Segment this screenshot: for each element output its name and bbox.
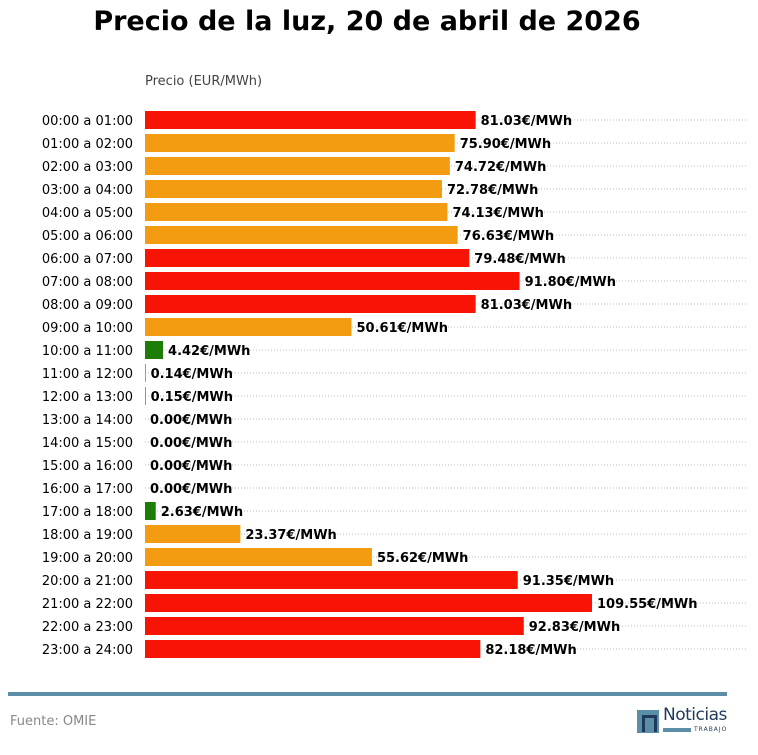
- data-label: 50.61€/MWh: [357, 321, 448, 336]
- tick-label: 12:00 a 13:00: [42, 390, 133, 405]
- bar-chart: 00:00 a 01:00 81.03€/MWh 01:00 a 02:00 75.9…: [42, 111, 748, 658]
- logo-icon: [637, 710, 659, 733]
- data-label: 91.35€/MWh: [523, 574, 614, 589]
- tick-label: 21:00 a 22:00: [42, 597, 133, 612]
- tick-label: 05:00 a 06:00: [42, 229, 133, 244]
- data-label: 2.63€/MWh: [161, 505, 243, 520]
- data-label: 81.03€/MWh: [481, 298, 572, 313]
- data-label: 76.63€/MWh: [463, 229, 554, 244]
- data-label: 82.18€/MWh: [485, 643, 576, 658]
- tick-label: 09:00 a 10:00: [42, 321, 133, 336]
- tick-label: 03:00 a 04:00: [42, 183, 133, 198]
- bar: [145, 617, 524, 635]
- tick-label: 00:00 a 01:00: [42, 114, 133, 129]
- bar: [145, 226, 458, 244]
- tick-label: 04:00 a 05:00: [42, 206, 133, 221]
- bar: [145, 387, 146, 405]
- data-label: 91.80€/MWh: [525, 275, 616, 290]
- bar: [145, 157, 450, 175]
- data-label: 23.37€/MWh: [245, 528, 336, 543]
- bar: [145, 295, 476, 313]
- bar: [145, 502, 156, 520]
- data-label: 0.14€/MWh: [151, 367, 233, 382]
- bar: [145, 640, 481, 658]
- data-label: 109.55€/MWh: [597, 597, 698, 612]
- bar: [145, 134, 455, 152]
- logo-text: Noticias: [663, 705, 727, 725]
- tick-label: 23:00 a 24:00: [42, 643, 133, 658]
- bar: [145, 318, 352, 336]
- tick-label: 08:00 a 09:00: [42, 298, 133, 313]
- logo-bar: [663, 728, 691, 732]
- tick-label: 14:00 a 15:00: [42, 436, 133, 451]
- source-text: Fuente: OMIE: [10, 714, 97, 729]
- bar: [145, 341, 164, 359]
- data-label: 75.90€/MWh: [460, 137, 551, 152]
- data-label: 55.62€/MWh: [377, 551, 468, 566]
- data-label: 0.15€/MWh: [151, 390, 233, 405]
- noticias-trabajo-logo: Noticias TRABAJO: [637, 705, 729, 735]
- data-label: 0.00€/MWh: [150, 482, 232, 497]
- bar: [145, 571, 518, 589]
- tick-label: 15:00 a 16:00: [42, 459, 133, 474]
- tick-label: 18:00 a 19:00: [42, 528, 133, 543]
- bar: [145, 594, 592, 612]
- data-label: 0.00€/MWh: [150, 459, 232, 474]
- chart-title: Precio de la luz, 20 de abril de 2026: [93, 6, 641, 37]
- bar: [145, 111, 476, 129]
- tick-label: 22:00 a 23:00: [42, 620, 133, 635]
- data-label: 72.78€/MWh: [447, 183, 538, 198]
- axis-label: Precio (EUR/MWh): [145, 74, 263, 89]
- tick-label: 07:00 a 08:00: [42, 275, 133, 290]
- data-label: 74.72€/MWh: [455, 160, 546, 175]
- tick-label: 01:00 a 02:00: [42, 137, 133, 152]
- tick-label: 20:00 a 21:00: [42, 574, 133, 589]
- bar: [145, 272, 520, 290]
- bar: [145, 548, 372, 566]
- footer-divider: [8, 692, 727, 696]
- tick-label: 06:00 a 07:00: [42, 252, 133, 267]
- data-label: 0.00€/MWh: [150, 436, 232, 451]
- data-label: 92.83€/MWh: [529, 620, 620, 635]
- tick-label: 16:00 a 17:00: [42, 482, 133, 497]
- tick-label: 10:00 a 11:00: [42, 344, 133, 359]
- bar: [145, 180, 442, 198]
- data-label: 4.42€/MWh: [168, 344, 250, 359]
- data-label: 74.13€/MWh: [452, 206, 543, 221]
- data-label: 81.03€/MWh: [481, 114, 572, 129]
- tick-label: 19:00 a 20:00: [42, 551, 133, 566]
- bar: [145, 364, 146, 382]
- tick-label: 11:00 a 12:00: [42, 367, 133, 382]
- bar: [145, 525, 241, 543]
- tick-label: 02:00 a 03:00: [42, 160, 133, 175]
- data-label: 79.48€/MWh: [474, 252, 565, 267]
- bar: [145, 203, 448, 221]
- data-label: 0.00€/MWh: [150, 413, 232, 428]
- tick-label: 13:00 a 14:00: [42, 413, 133, 428]
- logo-subtext: TRABAJO: [694, 726, 728, 733]
- tick-label: 17:00 a 18:00: [42, 505, 133, 520]
- bar: [145, 249, 470, 267]
